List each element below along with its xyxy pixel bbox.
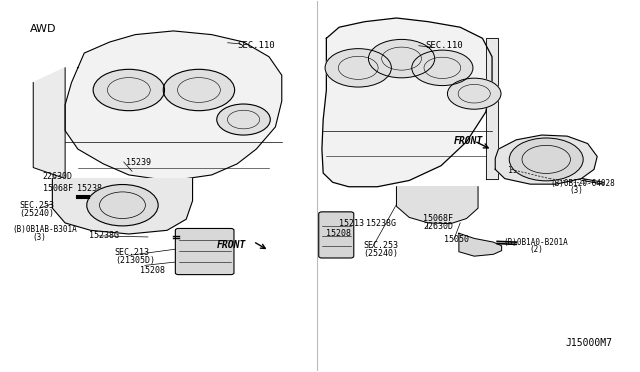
Text: 15010: 15010 <box>508 166 533 175</box>
Text: (25240): (25240) <box>364 250 398 259</box>
Text: SEC.253: SEC.253 <box>364 241 398 250</box>
Text: (3): (3) <box>32 233 46 242</box>
Text: 15050: 15050 <box>444 235 469 244</box>
Text: 15239: 15239 <box>125 157 150 167</box>
Text: (2): (2) <box>529 245 543 254</box>
Polygon shape <box>495 135 597 184</box>
Text: 15213: 15213 <box>339 219 364 228</box>
Text: FRONT: FRONT <box>217 240 246 250</box>
Circle shape <box>509 138 583 181</box>
Polygon shape <box>52 179 193 234</box>
FancyBboxPatch shape <box>319 212 354 258</box>
Text: (B)0B1A0-B201A: (B)0B1A0-B201A <box>504 238 568 247</box>
Text: SEC.110: SEC.110 <box>237 41 275 50</box>
Circle shape <box>93 69 164 111</box>
Text: J15000M7: J15000M7 <box>565 338 612 348</box>
Circle shape <box>217 104 270 135</box>
FancyBboxPatch shape <box>175 228 234 275</box>
Text: 15238: 15238 <box>77 184 102 193</box>
Circle shape <box>447 78 501 109</box>
Text: SEC.110: SEC.110 <box>425 41 463 50</box>
Circle shape <box>412 50 473 86</box>
Text: 22630D: 22630D <box>423 222 453 231</box>
Text: AWD: AWD <box>30 23 56 33</box>
Text: 15068F: 15068F <box>43 184 73 193</box>
Polygon shape <box>65 31 282 179</box>
Text: SEC.253: SEC.253 <box>19 201 54 210</box>
Text: (3): (3) <box>570 186 584 195</box>
Text: (21305D): (21305D) <box>115 256 155 265</box>
Polygon shape <box>396 187 478 224</box>
Text: 15208: 15208 <box>140 266 165 275</box>
Polygon shape <box>486 38 499 179</box>
Text: 15238G: 15238G <box>366 219 396 228</box>
Text: 22630D: 22630D <box>43 172 73 181</box>
Text: 15208: 15208 <box>326 229 351 238</box>
Circle shape <box>325 49 392 87</box>
Circle shape <box>369 39 435 78</box>
Polygon shape <box>33 68 65 179</box>
Polygon shape <box>322 18 492 187</box>
Text: 15068F: 15068F <box>423 214 453 223</box>
Circle shape <box>87 185 158 226</box>
Text: 15238G: 15238G <box>90 231 119 240</box>
Polygon shape <box>459 233 502 256</box>
Text: (25240): (25240) <box>19 209 54 218</box>
Text: FRONT: FRONT <box>454 136 483 146</box>
Text: SEC.213: SEC.213 <box>115 248 150 257</box>
Text: (B)0B120-64028: (B)0B120-64028 <box>550 179 616 187</box>
Circle shape <box>163 69 235 111</box>
Text: (B)0B1AB-B301A: (B)0B1AB-B301A <box>13 225 77 234</box>
